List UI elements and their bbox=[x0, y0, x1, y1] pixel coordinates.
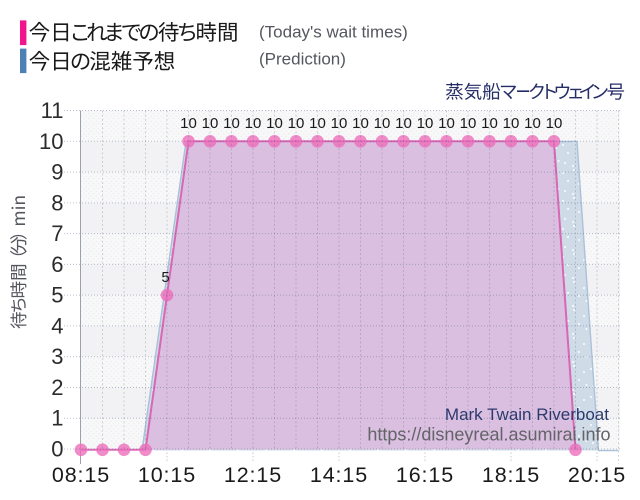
svg-text:16:15: 16:15 bbox=[396, 463, 454, 487]
svg-text:11: 11 bbox=[41, 98, 64, 123]
svg-text:10: 10 bbox=[352, 115, 369, 132]
svg-text:2: 2 bbox=[51, 375, 63, 400]
svg-text:10: 10 bbox=[395, 115, 412, 132]
svg-text:10: 10 bbox=[309, 115, 326, 132]
svg-text:3: 3 bbox=[51, 344, 63, 369]
svg-text:(Prediction): (Prediction) bbox=[259, 50, 346, 69]
svg-text:10: 10 bbox=[417, 115, 434, 132]
svg-text:10: 10 bbox=[331, 115, 348, 132]
svg-text:10: 10 bbox=[503, 115, 520, 132]
svg-text:10: 10 bbox=[223, 115, 240, 132]
svg-text:https://disneyreal.asumirai.in: https://disneyreal.asumirai.info bbox=[367, 425, 610, 445]
svg-text:12:15: 12:15 bbox=[224, 463, 282, 487]
svg-text:20:15: 20:15 bbox=[568, 463, 626, 487]
svg-text:10:15: 10:15 bbox=[138, 463, 196, 487]
svg-text:8: 8 bbox=[51, 190, 63, 215]
svg-text:10: 10 bbox=[438, 115, 455, 132]
svg-text:7: 7 bbox=[51, 221, 63, 246]
svg-text:5: 5 bbox=[51, 283, 63, 308]
svg-text:1: 1 bbox=[51, 406, 63, 431]
svg-text:10: 10 bbox=[374, 115, 391, 132]
svg-text:6: 6 bbox=[51, 252, 63, 277]
svg-text:10: 10 bbox=[481, 115, 498, 132]
svg-text:10: 10 bbox=[39, 129, 63, 154]
svg-text:Mark Twain Riverboat: Mark Twain Riverboat bbox=[445, 405, 609, 424]
svg-text:10: 10 bbox=[245, 115, 262, 132]
svg-text:10: 10 bbox=[266, 115, 283, 132]
svg-text:5: 5 bbox=[161, 269, 169, 286]
svg-text:10: 10 bbox=[288, 115, 305, 132]
svg-text:9: 9 bbox=[51, 160, 63, 185]
svg-text:10: 10 bbox=[524, 115, 541, 132]
svg-text:10: 10 bbox=[460, 115, 477, 132]
svg-text:10: 10 bbox=[202, 115, 219, 132]
svg-text:0: 0 bbox=[51, 437, 63, 462]
svg-text:08:15: 08:15 bbox=[52, 463, 110, 487]
svg-text:10: 10 bbox=[180, 115, 197, 132]
svg-text:10: 10 bbox=[546, 115, 563, 132]
svg-text:14:15: 14:15 bbox=[310, 463, 368, 487]
svg-text:(Today's wait times): (Today's wait times) bbox=[259, 23, 408, 42]
svg-text:4: 4 bbox=[51, 313, 63, 338]
svg-text:18:15: 18:15 bbox=[482, 463, 540, 487]
